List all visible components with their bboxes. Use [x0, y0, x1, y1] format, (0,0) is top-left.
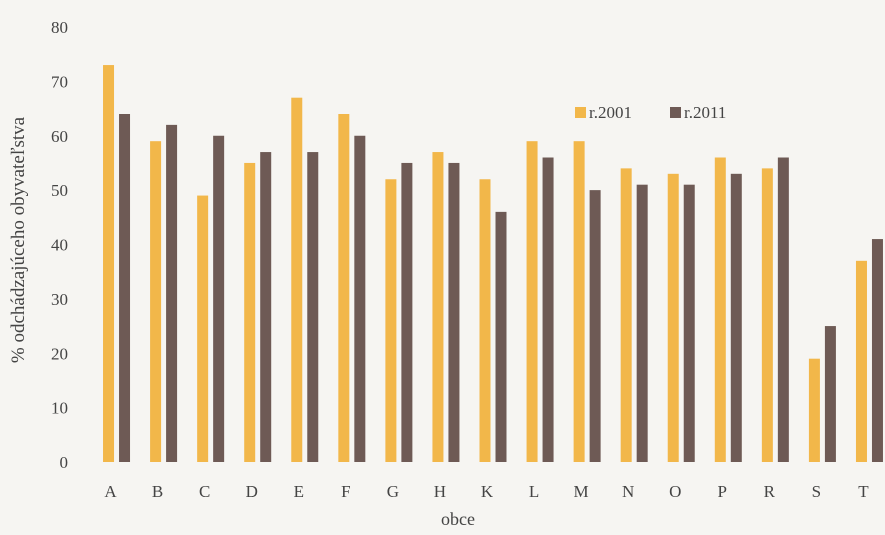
x-tick-label: A	[104, 482, 117, 501]
bar-M-r.2001	[573, 141, 585, 462]
y-axis-label: % odchádzajúceho obyvateľstva	[8, 116, 29, 363]
bar-A-r.2001	[103, 65, 115, 462]
bar-L-r.2001	[526, 141, 538, 462]
y-tick-label: 80	[51, 18, 68, 37]
y-tick-label: 40	[51, 236, 68, 255]
bar-S-r.2011	[824, 326, 836, 462]
bar-H-r.2011	[448, 162, 460, 462]
bar-D-r.2011	[260, 152, 272, 462]
x-tick-label: G	[387, 482, 399, 501]
bar-P-r.2011	[730, 173, 742, 462]
y-tick-label: 20	[51, 344, 68, 363]
x-tick-label: O	[669, 482, 681, 501]
x-tick-label: H	[434, 482, 446, 501]
x-axis-label: obce	[441, 509, 475, 529]
y-axis: 0 10 20 30 40 50 60 70 80	[51, 18, 68, 472]
x-tick-label: C	[199, 482, 210, 501]
x-tick-label: N	[622, 482, 634, 501]
bar-K-r.2011	[495, 211, 507, 462]
legend-label: r.2001	[589, 103, 632, 122]
bar-O-r.2001	[667, 173, 679, 462]
x-tick-label: T	[858, 482, 869, 501]
bar-C-r.2011	[213, 135, 225, 462]
y-tick-label: 70	[51, 72, 68, 91]
bar-C-r.2001	[197, 195, 209, 462]
bar-G-r.2011	[401, 162, 413, 462]
bar-G-r.2001	[385, 179, 397, 462]
bar-N-r.2001	[620, 168, 632, 462]
bar-T-r.2011	[871, 239, 883, 462]
bar-H-r.2001	[432, 152, 444, 462]
bar-N-r.2011	[636, 184, 648, 462]
bar-K-r.2001	[479, 179, 491, 462]
bar-R-r.2001	[761, 168, 773, 462]
bar-F-r.2011	[354, 135, 366, 462]
bar-D-r.2001	[244, 162, 256, 462]
y-tick-label: 0	[60, 453, 69, 472]
x-tick-label: P	[718, 482, 727, 501]
legend-swatch-r.2011	[670, 107, 681, 118]
y-tick-label: 60	[51, 127, 68, 146]
y-tick-label: 10	[51, 399, 68, 418]
y-tick-label: 30	[51, 290, 68, 309]
bar-E-r.2001	[291, 97, 303, 462]
x-tick-label: L	[529, 482, 539, 501]
legend-swatch-r.2001	[575, 107, 586, 118]
legend-label: r.2011	[684, 103, 726, 122]
bar-B-r.2011	[166, 124, 178, 462]
bar-T-r.2001	[855, 260, 867, 462]
bar-O-r.2011	[683, 184, 695, 462]
bars	[103, 65, 883, 462]
bar-L-r.2011	[542, 157, 554, 462]
x-tick-label: K	[481, 482, 494, 501]
bar-B-r.2001	[150, 141, 162, 462]
bar-S-r.2001	[808, 358, 820, 462]
y-tick-label: 50	[51, 181, 68, 200]
x-tick-label: S	[812, 482, 821, 501]
bar-P-r.2001	[714, 157, 726, 462]
x-tick-label: B	[152, 482, 163, 501]
bar-E-r.2011	[307, 152, 319, 462]
x-tick-label: E	[294, 482, 304, 501]
bar-A-r.2011	[119, 114, 131, 462]
x-tick-label: D	[246, 482, 258, 501]
bar-M-r.2011	[589, 190, 601, 462]
bar-R-r.2011	[777, 157, 789, 462]
legend: r.2001 r.2011	[575, 103, 726, 122]
x-tick-label: R	[764, 482, 776, 501]
bar-F-r.2001	[338, 114, 350, 462]
x-tick-label: M	[574, 482, 589, 501]
x-tick-label: F	[341, 482, 350, 501]
